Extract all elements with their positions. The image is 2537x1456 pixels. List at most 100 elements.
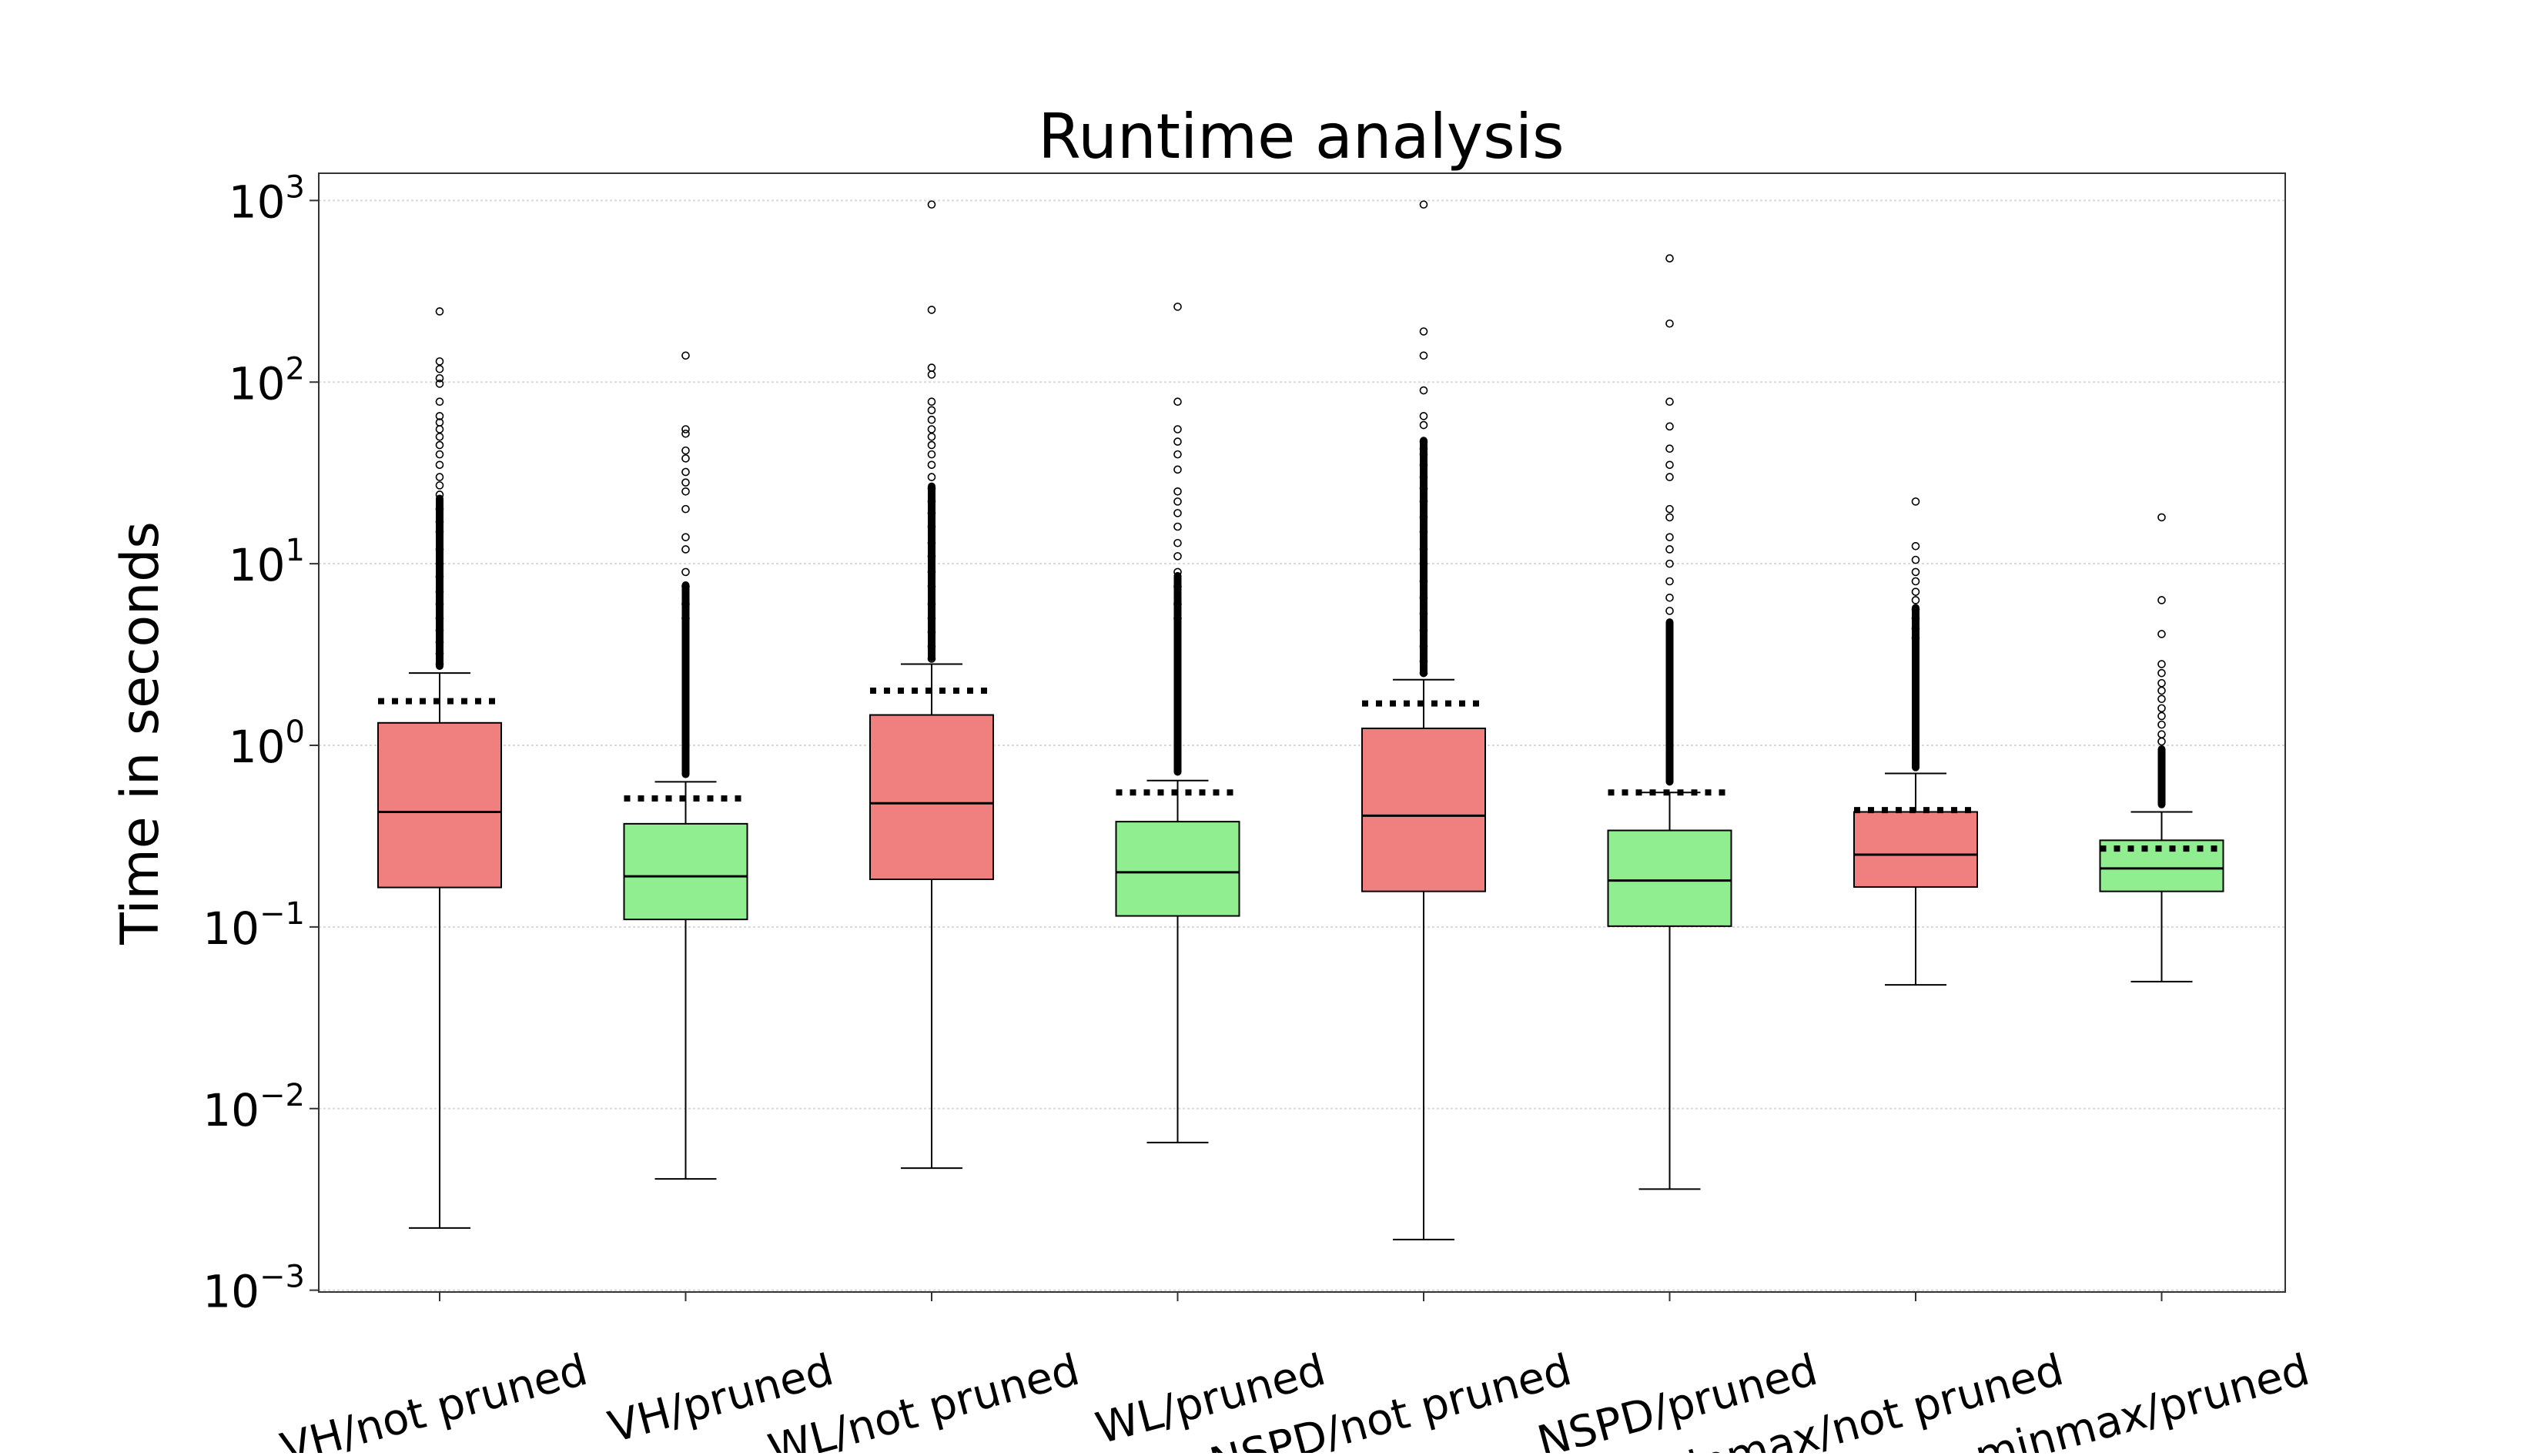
outlier-point	[2157, 660, 2166, 668]
flier-dense-band	[2157, 745, 2166, 808]
outlier-point	[2157, 596, 2166, 604]
outlier-point	[435, 572, 444, 581]
outlier-point	[1173, 538, 1182, 547]
outlier-point	[1911, 614, 1920, 623]
outlier-point	[2157, 695, 2166, 704]
outlier-point	[1911, 555, 1920, 564]
y-tick-label: 10−2	[202, 1078, 305, 1136]
outlier-point	[1911, 605, 1920, 614]
outlier-point	[435, 412, 444, 420]
outlier-point	[681, 600, 690, 608]
y-tick-label: 10−1	[202, 896, 305, 955]
outlier-point	[927, 497, 936, 506]
outlier-point	[1911, 634, 1920, 642]
outlier-point	[1911, 541, 1920, 551]
outlier-point	[681, 478, 690, 487]
outlier-point	[681, 614, 690, 623]
outlier-point	[681, 425, 690, 433]
outlier-point	[435, 614, 444, 623]
box-iqr	[869, 714, 994, 880]
y-tick-label: 100	[229, 715, 305, 773]
flier-dense-band	[681, 581, 690, 778]
outlier-point	[1419, 444, 1428, 454]
outlier-point	[681, 567, 690, 577]
y-tick-label: 102	[229, 351, 305, 410]
box-layer	[377, 200, 2224, 1240]
outlier-point	[1419, 577, 1428, 586]
chart-title: Runtime analysis	[1038, 101, 1564, 172]
outlier-point	[435, 504, 444, 514]
outlier-point	[1173, 582, 1182, 591]
outlier-point	[2157, 737, 2166, 746]
outlier-point	[435, 527, 444, 536]
outlier-point	[435, 307, 444, 316]
outlier-point	[1911, 624, 1920, 633]
outlier-point	[1419, 657, 1428, 666]
outlier-point	[2157, 720, 2166, 729]
outlier-point	[1665, 254, 1674, 263]
outlier-point	[1419, 460, 1428, 470]
outlier-point	[1911, 567, 1920, 577]
outlier-point	[927, 370, 936, 379]
outlier-point	[1419, 351, 1428, 360]
outlier-point	[927, 522, 936, 531]
outlier-point	[1173, 450, 1182, 459]
flier-dense-band	[928, 482, 935, 661]
outlier-point	[1911, 587, 1920, 596]
outlier-point	[435, 545, 444, 554]
flier-dense-band	[1173, 571, 1182, 776]
outlier-point	[1665, 460, 1674, 470]
outlier-point	[2157, 686, 2166, 695]
outlier-point	[1665, 397, 1674, 407]
outlier-point	[1419, 200, 1428, 209]
outlier-point	[1173, 465, 1182, 474]
outlier-point	[927, 473, 936, 481]
y-tick-label: 10−3	[202, 1260, 305, 1318]
outlier-point	[1665, 607, 1674, 615]
outlier-point	[1173, 522, 1182, 531]
grid-layer	[319, 199, 2285, 1291]
outlier-point	[1173, 509, 1182, 517]
outlier-point	[1665, 422, 1674, 431]
outlier-point	[1419, 473, 1428, 481]
outlier-point	[1419, 386, 1428, 395]
outlier-point	[1911, 497, 1920, 506]
outlier-point	[1173, 437, 1182, 446]
outlier-point	[681, 504, 690, 514]
outlier-point	[1419, 327, 1428, 336]
outlier-point	[927, 600, 936, 608]
outlier-point	[927, 460, 936, 470]
flier-dense-band	[436, 494, 443, 671]
outlier-point	[1173, 567, 1182, 577]
outlier-point	[681, 487, 690, 496]
outlier-point	[1911, 596, 1920, 604]
outlier-point	[1173, 600, 1182, 608]
outlier-point	[1419, 527, 1428, 536]
outlier-point	[927, 415, 936, 424]
flier-dense-band	[1420, 437, 1427, 677]
outlier-point	[681, 467, 690, 477]
outlier-point	[1665, 319, 1674, 328]
outlier-point	[1665, 593, 1674, 602]
box-iqr	[1853, 811, 1978, 888]
outlier-point	[681, 446, 690, 455]
outlier-point	[927, 642, 936, 651]
outlier-point	[2157, 513, 2166, 522]
outlier-point	[927, 484, 936, 493]
outlier-point	[435, 638, 444, 647]
outlier-point	[927, 406, 936, 415]
outlier-point	[1419, 609, 1428, 618]
outlier-point	[435, 373, 444, 383]
outlier-point	[435, 365, 444, 373]
outlier-point	[435, 460, 444, 470]
y-tick-layer: 10−3 10−2 10−1 100 101 102 103	[202, 169, 319, 1318]
box-iqr	[1115, 821, 1240, 917]
outlier-point	[927, 567, 936, 577]
flier-dense-band	[1912, 604, 1919, 772]
y-axis-label: Time in seconds	[110, 521, 171, 946]
outlier-point	[435, 587, 444, 596]
outlier-point	[1173, 397, 1182, 407]
y-tick-label: 101	[229, 533, 305, 591]
